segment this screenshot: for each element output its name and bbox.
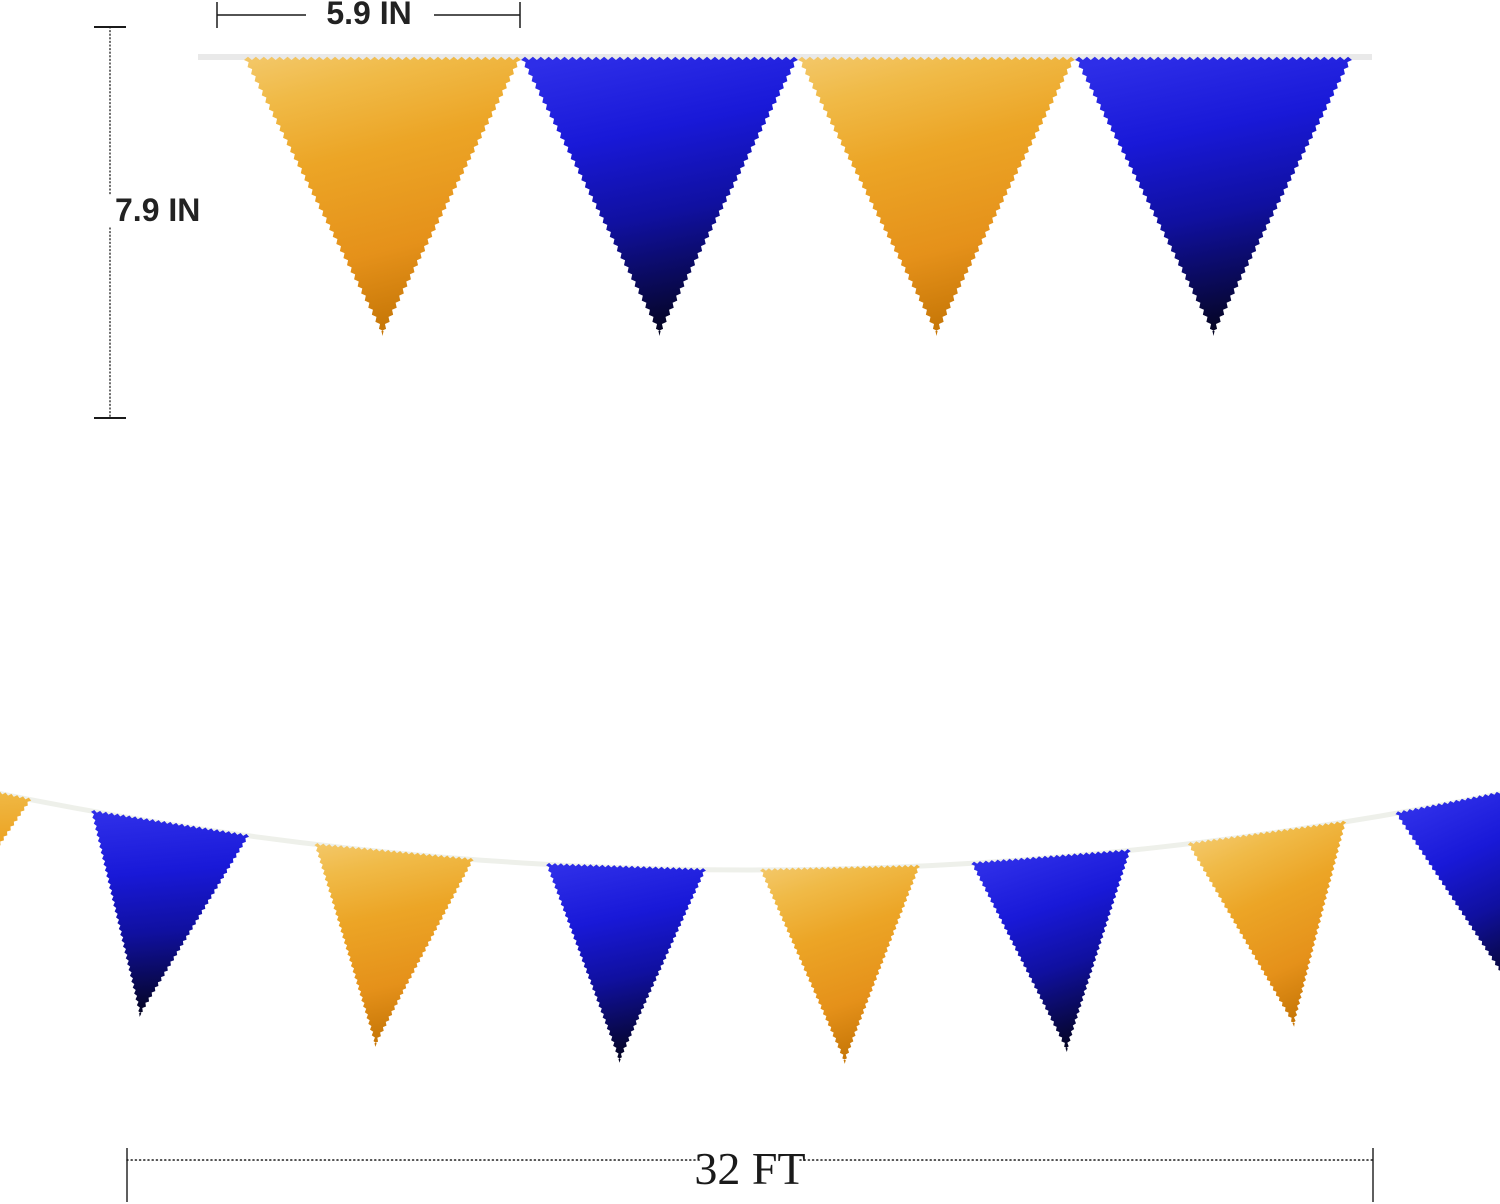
svg-text:32 FT: 32 FT xyxy=(694,1143,805,1194)
svg-text:5.9 IN: 5.9 IN xyxy=(326,0,411,31)
svg-text:7.9 IN: 7.9 IN xyxy=(115,192,200,228)
